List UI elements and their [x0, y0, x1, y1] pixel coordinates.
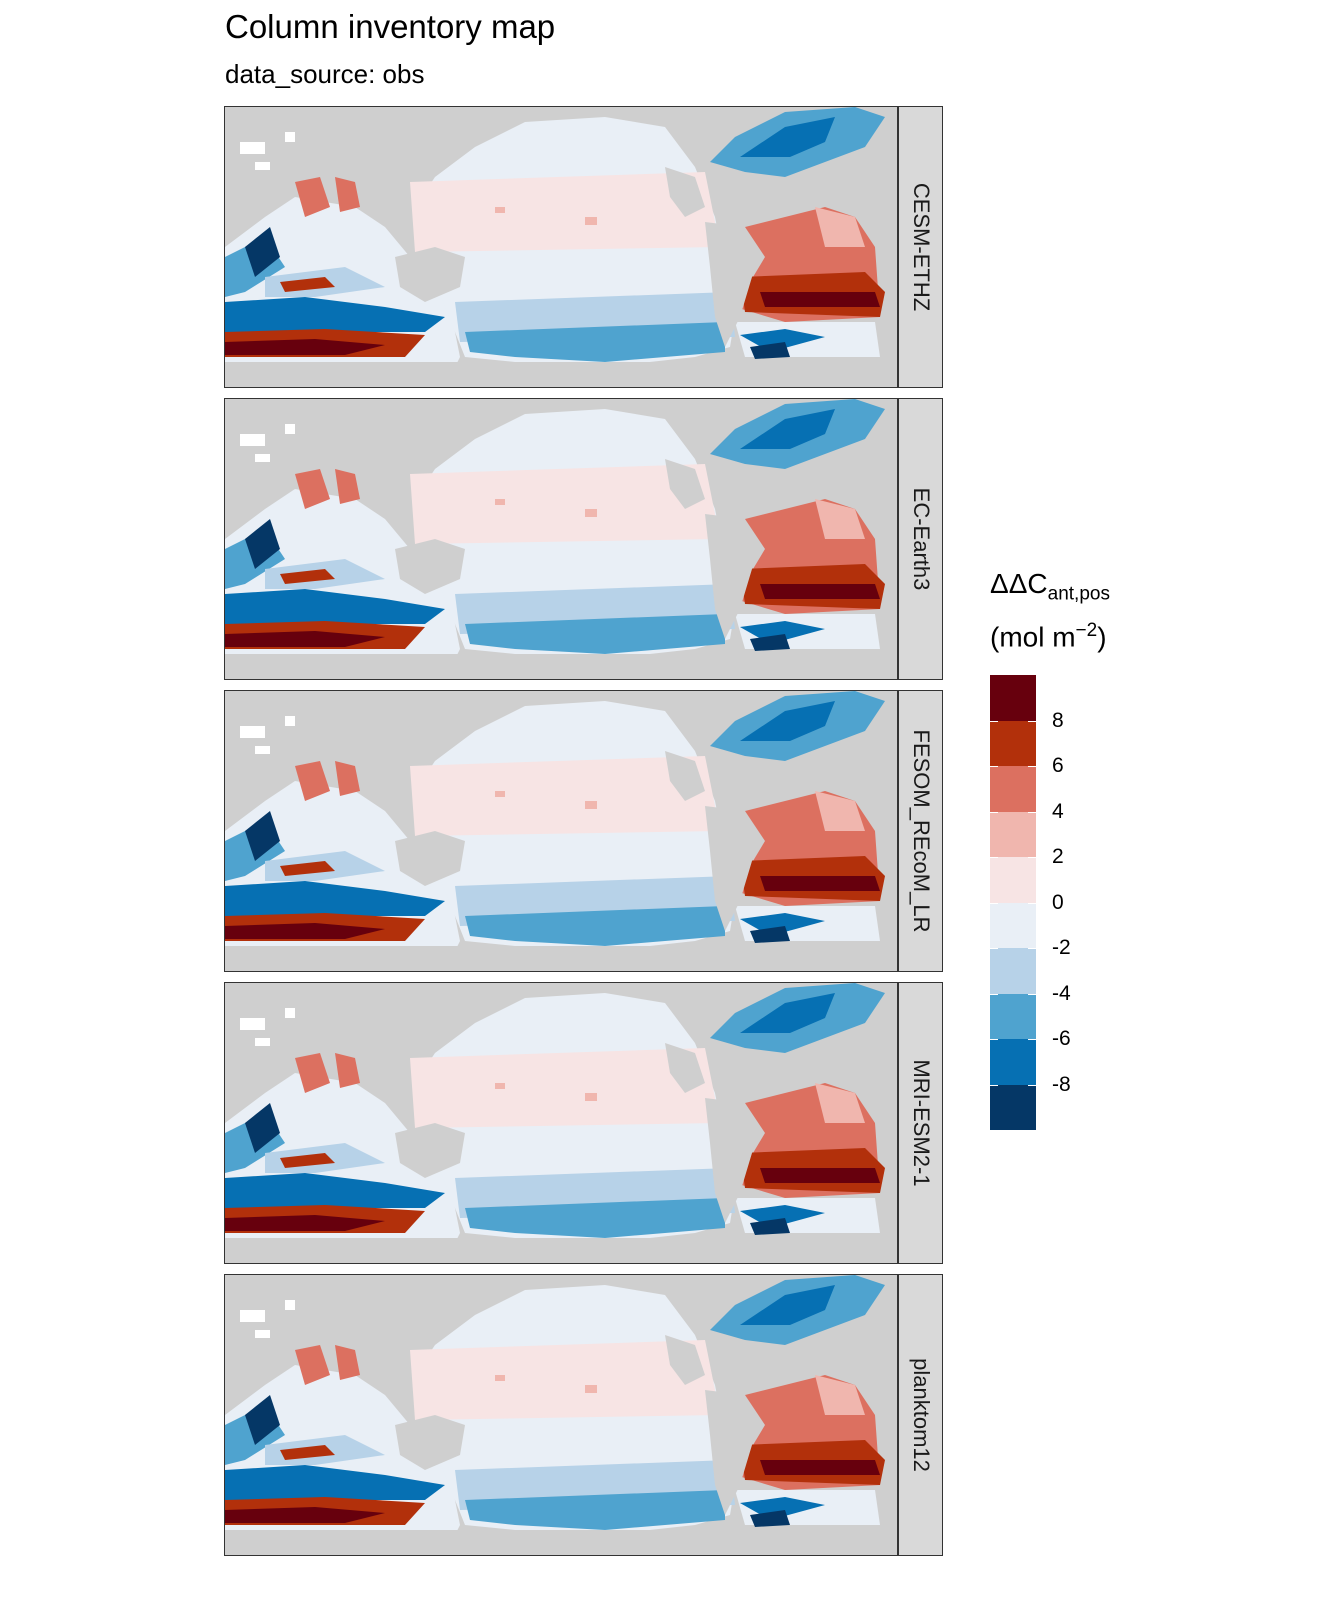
map-panel	[224, 982, 898, 1264]
facet-strip-label: EC-Earth3	[908, 487, 934, 591]
legend-tick-mark	[990, 1084, 998, 1086]
legend-tick-label: 4	[1052, 799, 1064, 823]
facet-strip: MRI-ESM2-1	[898, 982, 943, 1264]
facet-strip: CESM-ETHZ	[898, 106, 943, 388]
plot-title: Column inventory map	[225, 8, 556, 45]
legend-tick-mark	[1028, 811, 1036, 813]
legend-tick-mark	[1028, 993, 1036, 995]
legend-tick-mark	[1028, 766, 1036, 767]
legend-title: ΔΔCant,pos	[990, 568, 1110, 605]
legend-swatch	[990, 902, 1036, 948]
legend-tick-label: -8	[1052, 1072, 1071, 1096]
legend-tick-mark	[1028, 720, 1036, 722]
legend-tick-mark	[1028, 1084, 1036, 1086]
facet-strip-label: FESOM_REcoM_LR	[908, 729, 934, 933]
facet-strip: FESOM_REcoM_LR	[898, 690, 943, 972]
legend-swatch	[990, 675, 1036, 721]
plot-subtitle: data_source: obs	[225, 59, 425, 89]
legend-swatch	[990, 811, 1036, 857]
legend-tick-mark	[1028, 1039, 1036, 1040]
legend-tick-label: 2	[1052, 845, 1064, 868]
legend-tick-mark	[990, 811, 998, 813]
legend-unit: (mol m−2)	[990, 620, 1107, 653]
legend-swatch	[990, 720, 1036, 766]
legend-tick-mark	[990, 902, 998, 904]
legend-tick-label: -6	[1052, 1027, 1071, 1050]
legend-swatch	[990, 1039, 1036, 1085]
legend-swatch	[990, 948, 1036, 994]
facet-strip-label: planktom12	[908, 1358, 934, 1472]
facet-strip: planktom12	[898, 1274, 943, 1556]
legend-tick-label: 6	[1052, 754, 1064, 777]
legend-swatch	[990, 993, 1036, 1039]
legend-colorbar	[990, 675, 1036, 1130]
legend-tick-label: 0	[1052, 890, 1064, 914]
map-panel	[224, 398, 898, 680]
legend-tick-mark	[1028, 857, 1036, 858]
legend-tick-mark	[990, 948, 998, 949]
legend-swatch	[990, 766, 1036, 812]
legend-tick-mark	[1028, 902, 1036, 904]
legend-tick-mark	[1028, 948, 1036, 949]
legend-tick-mark	[990, 857, 998, 858]
map-panel	[224, 690, 898, 972]
map-panel	[224, 106, 898, 388]
legend-tick-mark	[990, 993, 998, 995]
legend-swatch	[990, 857, 1036, 903]
legend-tick-mark	[990, 1039, 998, 1040]
facet-strip: EC-Earth3	[898, 398, 943, 680]
legend-tick-mark	[990, 720, 998, 722]
legend-tick-label: 8	[1052, 708, 1064, 732]
legend-swatch	[990, 1084, 1036, 1130]
facet-strip-label: CESM-ETHZ	[908, 182, 934, 312]
legend-tick-label: -2	[1052, 936, 1071, 959]
legend-tick-label: -4	[1052, 981, 1071, 1005]
legend-tick-mark	[990, 766, 998, 767]
map-panel	[224, 1274, 898, 1556]
facet-strip-label: MRI-ESM2-1	[908, 1059, 934, 1187]
